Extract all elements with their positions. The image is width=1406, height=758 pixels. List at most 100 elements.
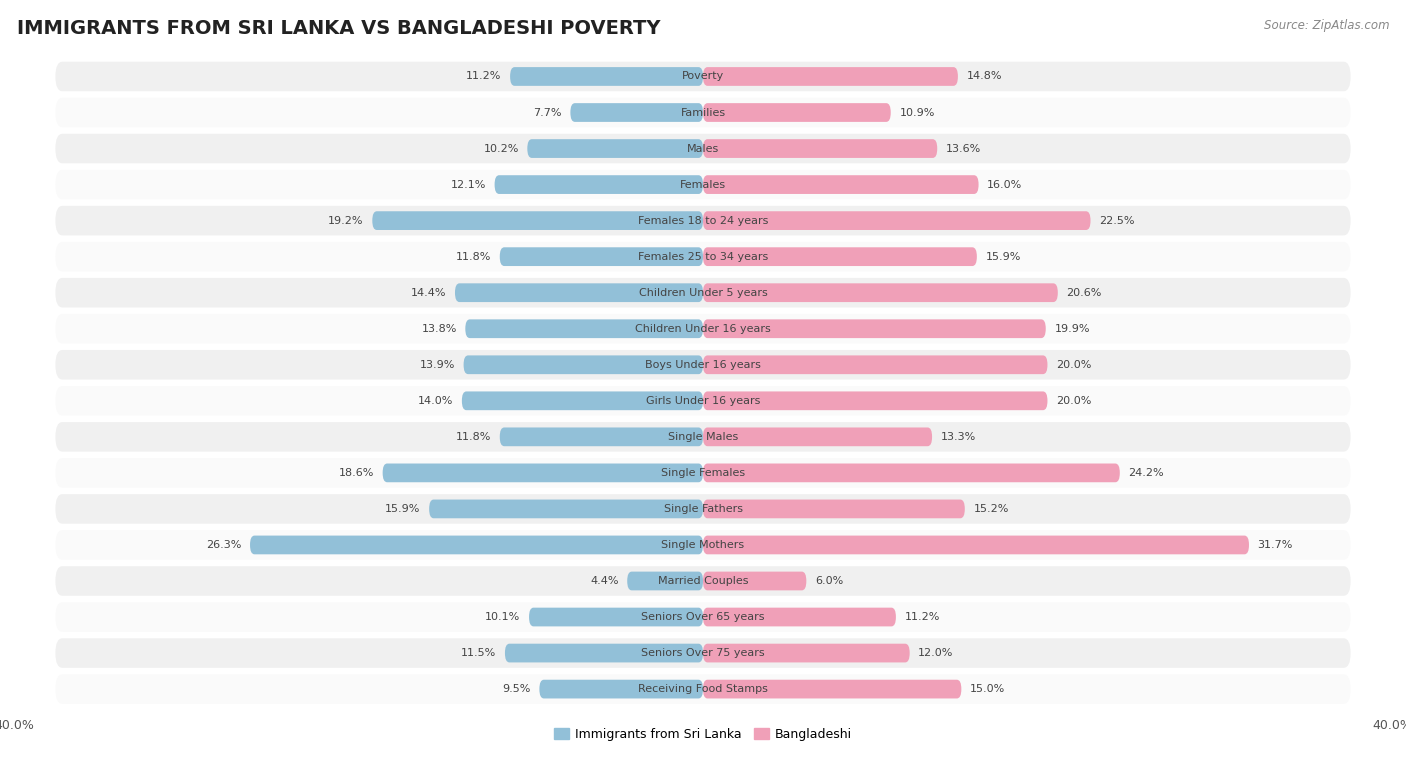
Text: Females 18 to 24 years: Females 18 to 24 years — [638, 215, 768, 226]
FancyBboxPatch shape — [55, 314, 1351, 343]
Text: 11.5%: 11.5% — [461, 648, 496, 658]
FancyBboxPatch shape — [55, 675, 1351, 704]
FancyBboxPatch shape — [55, 386, 1351, 415]
FancyBboxPatch shape — [55, 566, 1351, 596]
FancyBboxPatch shape — [703, 175, 979, 194]
Text: Children Under 5 years: Children Under 5 years — [638, 288, 768, 298]
Text: 20.6%: 20.6% — [1066, 288, 1102, 298]
Text: 15.2%: 15.2% — [973, 504, 1008, 514]
Text: 11.2%: 11.2% — [904, 612, 939, 622]
FancyBboxPatch shape — [464, 356, 703, 374]
Text: 9.5%: 9.5% — [502, 684, 531, 694]
Text: 11.2%: 11.2% — [467, 71, 502, 81]
FancyBboxPatch shape — [55, 278, 1351, 308]
FancyBboxPatch shape — [703, 572, 807, 590]
FancyBboxPatch shape — [627, 572, 703, 590]
FancyBboxPatch shape — [703, 391, 1047, 410]
FancyBboxPatch shape — [703, 500, 965, 518]
Text: 10.1%: 10.1% — [485, 612, 520, 622]
Text: 22.5%: 22.5% — [1099, 215, 1135, 226]
FancyBboxPatch shape — [703, 103, 891, 122]
FancyBboxPatch shape — [571, 103, 703, 122]
Text: 14.8%: 14.8% — [966, 71, 1002, 81]
FancyBboxPatch shape — [505, 644, 703, 662]
Text: 14.0%: 14.0% — [418, 396, 453, 406]
FancyBboxPatch shape — [55, 638, 1351, 668]
Text: 10.9%: 10.9% — [900, 108, 935, 117]
Text: IMMIGRANTS FROM SRI LANKA VS BANGLADESHI POVERTY: IMMIGRANTS FROM SRI LANKA VS BANGLADESHI… — [17, 19, 661, 38]
FancyBboxPatch shape — [55, 98, 1351, 127]
FancyBboxPatch shape — [55, 458, 1351, 487]
FancyBboxPatch shape — [540, 680, 703, 698]
Text: 11.8%: 11.8% — [456, 432, 491, 442]
Text: 19.2%: 19.2% — [328, 215, 364, 226]
FancyBboxPatch shape — [495, 175, 703, 194]
FancyBboxPatch shape — [465, 319, 703, 338]
Text: 13.9%: 13.9% — [419, 360, 456, 370]
FancyBboxPatch shape — [55, 206, 1351, 236]
FancyBboxPatch shape — [55, 350, 1351, 380]
FancyBboxPatch shape — [499, 247, 703, 266]
FancyBboxPatch shape — [55, 494, 1351, 524]
FancyBboxPatch shape — [703, 319, 1046, 338]
Text: 12.0%: 12.0% — [918, 648, 953, 658]
Text: Girls Under 16 years: Girls Under 16 years — [645, 396, 761, 406]
Text: 31.7%: 31.7% — [1257, 540, 1294, 550]
FancyBboxPatch shape — [55, 242, 1351, 271]
FancyBboxPatch shape — [703, 67, 957, 86]
Text: 13.8%: 13.8% — [422, 324, 457, 334]
FancyBboxPatch shape — [703, 247, 977, 266]
FancyBboxPatch shape — [55, 170, 1351, 199]
Text: Seniors Over 65 years: Seniors Over 65 years — [641, 612, 765, 622]
FancyBboxPatch shape — [703, 211, 1091, 230]
Text: Receiving Food Stamps: Receiving Food Stamps — [638, 684, 768, 694]
FancyBboxPatch shape — [703, 283, 1057, 302]
Text: 15.9%: 15.9% — [986, 252, 1021, 262]
Text: 13.3%: 13.3% — [941, 432, 976, 442]
Text: Males: Males — [688, 143, 718, 154]
Legend: Immigrants from Sri Lanka, Bangladeshi: Immigrants from Sri Lanka, Bangladeshi — [548, 723, 858, 746]
FancyBboxPatch shape — [703, 536, 1249, 554]
FancyBboxPatch shape — [250, 536, 703, 554]
FancyBboxPatch shape — [703, 608, 896, 626]
FancyBboxPatch shape — [55, 422, 1351, 452]
Text: 12.1%: 12.1% — [450, 180, 486, 190]
Text: 16.0%: 16.0% — [987, 180, 1022, 190]
Text: Boys Under 16 years: Boys Under 16 years — [645, 360, 761, 370]
FancyBboxPatch shape — [373, 211, 703, 230]
Text: Single Fathers: Single Fathers — [664, 504, 742, 514]
FancyBboxPatch shape — [55, 61, 1351, 91]
Text: 26.3%: 26.3% — [207, 540, 242, 550]
FancyBboxPatch shape — [703, 680, 962, 698]
Text: 11.8%: 11.8% — [456, 252, 491, 262]
FancyBboxPatch shape — [703, 463, 1119, 482]
Text: 6.0%: 6.0% — [815, 576, 844, 586]
FancyBboxPatch shape — [499, 428, 703, 446]
Text: Families: Families — [681, 108, 725, 117]
Text: 15.0%: 15.0% — [970, 684, 1005, 694]
FancyBboxPatch shape — [703, 428, 932, 446]
Text: Seniors Over 75 years: Seniors Over 75 years — [641, 648, 765, 658]
Text: Source: ZipAtlas.com: Source: ZipAtlas.com — [1264, 19, 1389, 32]
FancyBboxPatch shape — [703, 356, 1047, 374]
FancyBboxPatch shape — [55, 603, 1351, 632]
Text: Children Under 16 years: Children Under 16 years — [636, 324, 770, 334]
Text: Females: Females — [681, 180, 725, 190]
FancyBboxPatch shape — [461, 391, 703, 410]
Text: Poverty: Poverty — [682, 71, 724, 81]
Text: 19.9%: 19.9% — [1054, 324, 1090, 334]
Text: Single Females: Single Females — [661, 468, 745, 478]
FancyBboxPatch shape — [527, 139, 703, 158]
Text: Females 25 to 34 years: Females 25 to 34 years — [638, 252, 768, 262]
FancyBboxPatch shape — [55, 133, 1351, 163]
Text: 20.0%: 20.0% — [1056, 360, 1091, 370]
Text: 18.6%: 18.6% — [339, 468, 374, 478]
Text: 10.2%: 10.2% — [484, 143, 519, 154]
Text: 7.7%: 7.7% — [533, 108, 562, 117]
FancyBboxPatch shape — [382, 463, 703, 482]
FancyBboxPatch shape — [703, 644, 910, 662]
Text: 4.4%: 4.4% — [591, 576, 619, 586]
FancyBboxPatch shape — [529, 608, 703, 626]
Text: Single Males: Single Males — [668, 432, 738, 442]
FancyBboxPatch shape — [510, 67, 703, 86]
